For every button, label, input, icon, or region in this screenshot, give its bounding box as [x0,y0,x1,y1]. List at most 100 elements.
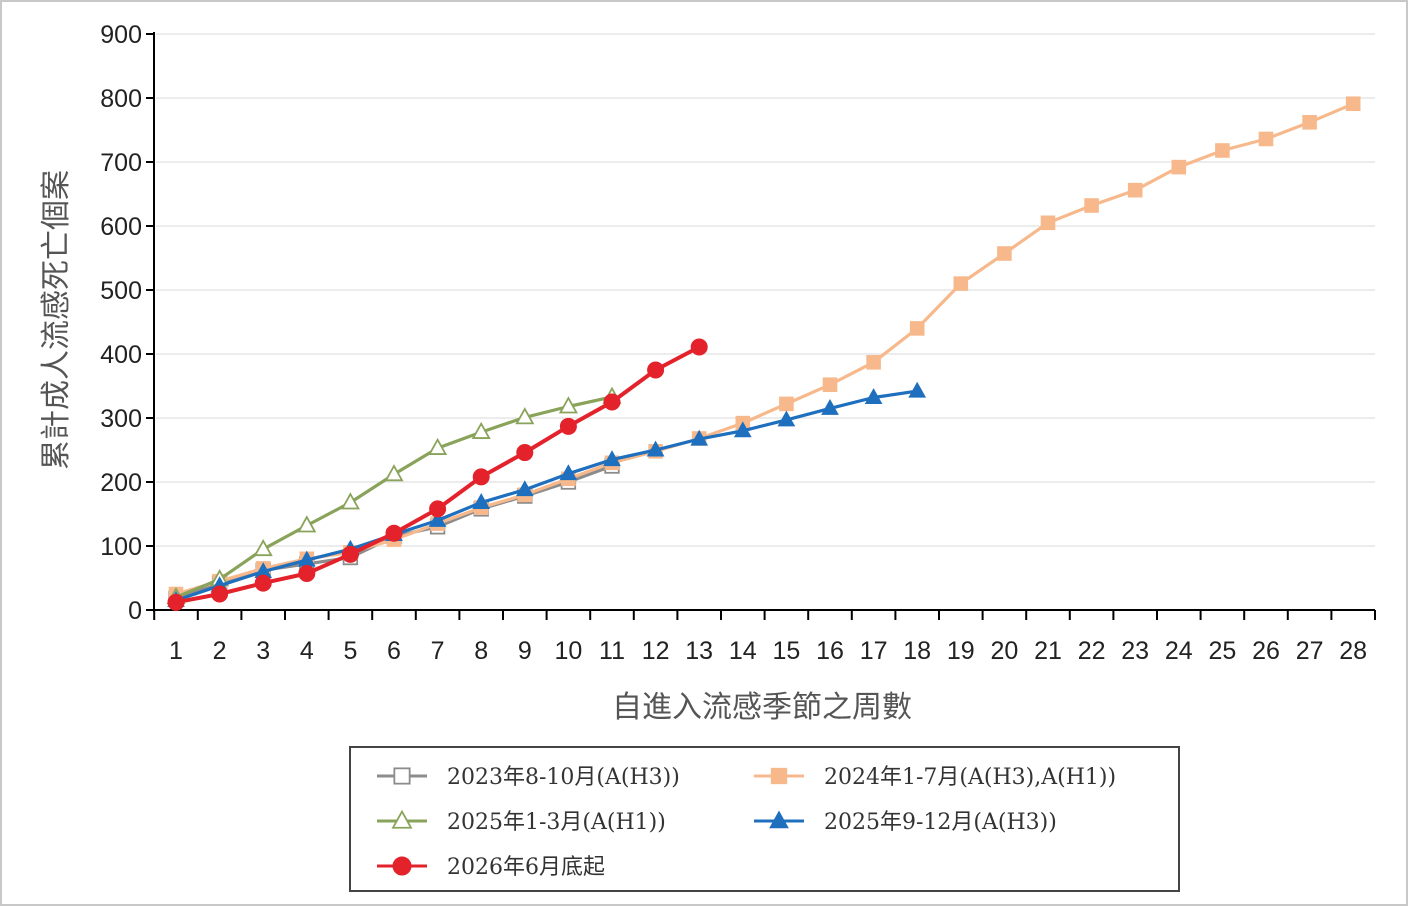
legend-item: 2023年8-10月(A(H3)) [377,765,680,790]
legend-box [349,746,1180,892]
data-point [428,437,448,455]
x-tick-label: 6 [387,637,401,665]
data-point [909,321,925,336]
data-point [603,450,621,467]
x-tick-label: 21 [1034,637,1062,665]
data-point [822,377,838,393]
x-tick-label: 25 [1208,637,1236,665]
x-tick-label: 1 [169,637,183,665]
x-tick-label: 4 [300,637,314,665]
data-point [472,468,490,486]
data-point [253,538,273,557]
data-point [953,276,969,291]
data-point [821,398,839,415]
y-tick-label: 700 [100,149,142,177]
legend-swatch-marker [392,856,412,876]
data-point [558,396,578,414]
data-point [254,574,272,592]
data-point [1127,182,1143,198]
x-axis-title: 自進入流感季節之周數 [612,690,912,725]
series-line [175,345,701,605]
legend-label: 2025年1-3月(A(H1)) [447,810,666,835]
data-point [1302,115,1317,130]
legend-swatch-marker [393,767,411,785]
series-2 [166,386,622,605]
y-tick-label: 200 [100,469,142,497]
data-point [1084,198,1099,213]
y-tick-label: 300 [100,405,142,433]
x-tick-label: 23 [1121,637,1149,665]
data-point [1040,215,1056,231]
data-point [1345,96,1361,112]
data-series [166,96,1361,611]
y-tick-label: 0 [128,597,142,625]
data-point [384,464,404,482]
data-point [1215,143,1230,158]
data-point [472,493,491,509]
series-3 [167,381,927,607]
data-point [864,388,883,405]
data-point [777,410,796,427]
data-point [1258,131,1274,147]
data-point [515,480,534,497]
legend-label: 2024年1-7月(A(H3),A(H1)) [824,765,1116,790]
data-point [429,500,447,518]
x-tick-label: 13 [685,637,713,665]
x-tick-label: 19 [947,637,975,665]
x-tick-label: 11 [599,637,625,665]
x-tick-label: 27 [1296,637,1324,665]
data-point [167,593,185,611]
legend-item: 2025年1-3月(A(H1)) [377,809,666,835]
data-point [515,407,535,425]
data-point [908,381,927,398]
data-point [385,524,403,542]
x-tick-label: 24 [1165,637,1193,665]
data-point [559,417,577,435]
x-tick-label: 15 [772,637,800,665]
legend-label: 2023年8-10月(A(H3)) [447,765,680,790]
x-tick-label: 8 [474,637,488,665]
grid-lines [156,33,1375,547]
data-point [516,444,534,462]
axes [153,32,1375,612]
data-point [559,464,578,481]
legend-label: 2025年9-12月(A(H3)) [824,810,1057,835]
x-tick-label: 9 [518,637,532,665]
y-tick-label: 500 [100,277,142,305]
data-point [733,421,752,438]
y-tick-label: 800 [100,85,142,113]
data-point [646,440,665,457]
x-tick-labels: 1 2 3 4 5 6 7 8 9 10 11 12 13 14 15 16 17 18 19 20 21 22 23 24 2… [153,610,1376,665]
series-line [175,395,613,599]
data-point [297,515,317,533]
x-tick-label: 16 [816,637,844,665]
y-tick-label: 900 [100,21,142,49]
y-axis-title: 累計成人流感死亡個案 [39,170,74,470]
series-line [175,389,918,602]
data-point [647,361,665,379]
x-tick-label: 5 [343,637,357,665]
legend: 2023年8-10月(A(H3)) 2024年1-7月(A(H3),A(H1)) 2… [349,746,1180,892]
data-point [211,585,229,603]
legend-label: 2026年6月底起 [447,855,605,880]
legend-item: 2025年9-12月(A(H3)) [754,810,1057,835]
y-tick-label: 100 [100,533,142,561]
data-point [603,393,621,411]
x-tick-label: 17 [860,637,888,665]
x-tick-label: 12 [642,637,670,665]
x-tick-label: 26 [1252,637,1280,665]
x-tick-label: 28 [1339,637,1367,665]
x-tick-label: 20 [990,637,1018,665]
x-tick-label: 10 [554,637,582,665]
x-tick-label: 22 [1078,637,1106,665]
data-point [298,565,316,583]
legend-swatch-marker [391,809,413,829]
x-tick-label: 14 [729,637,757,665]
legend-item: 2026年6月底起 [377,855,605,880]
series-4 [167,338,708,611]
y-tick-labels: 0 100 200 300 400 500 600 700 800 900 [100,21,154,625]
data-point [1171,159,1187,175]
y-tick-label: 400 [100,341,142,369]
x-tick-label: 3 [256,637,270,665]
data-point [690,429,709,446]
